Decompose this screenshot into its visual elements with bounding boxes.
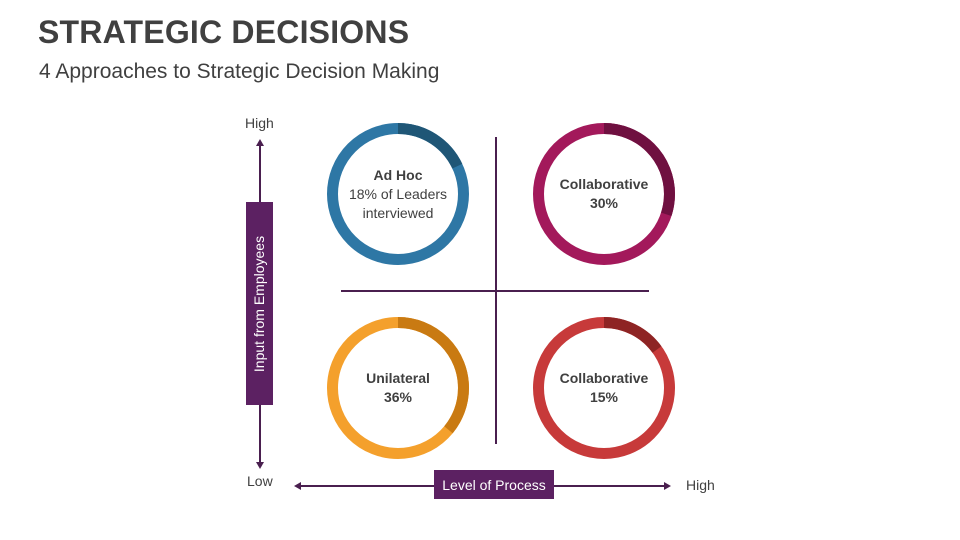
y-axis-line-bottom	[259, 405, 261, 463]
y-axis-label: Input from Employees	[251, 235, 268, 372]
donut-ring-icon	[533, 123, 675, 265]
quadrant-name: Collaborative	[559, 370, 649, 386]
quadrant-value: 36%	[383, 389, 413, 405]
quadrant-unilateral: Unilateral 36%	[326, 316, 470, 460]
x-axis-label-box: Level of Process	[434, 470, 554, 499]
arrow-up-icon	[256, 139, 264, 146]
y-axis-high-label: High	[245, 115, 274, 131]
arrow-right-icon	[664, 482, 671, 490]
quadrant-value: 30%	[589, 195, 619, 211]
y-axis-line-top	[259, 145, 261, 203]
donut-ring-icon	[327, 317, 469, 459]
quadrant-detail: 18% of Leaders	[348, 185, 448, 202]
x-axis-line-right	[554, 485, 664, 487]
quadrant-name: Unilateral	[366, 370, 430, 386]
quadrant-divider-horizontal	[341, 290, 649, 292]
page-title: STRATEGIC DECISIONS	[38, 14, 410, 50]
page-subtitle: 4 Approaches to Strategic Decision Makin…	[39, 60, 440, 83]
donut-ring-icon	[533, 317, 675, 459]
quadrant-detail: interviewed	[362, 204, 434, 221]
x-axis-high-label: High	[686, 477, 715, 493]
donut-ring-icon	[327, 123, 469, 265]
quadrant-ad-hoc: Ad Hoc 18% of Leaders interviewed	[326, 122, 470, 266]
y-axis-low-label: Low	[247, 473, 273, 489]
x-axis-line-left	[300, 485, 434, 487]
x-axis-label: Level of Process	[442, 476, 546, 493]
quadrant-value: 15%	[589, 389, 619, 405]
quadrant-name: Ad Hoc	[373, 166, 423, 183]
quadrant-name: Collaborative	[559, 176, 649, 192]
arrow-down-icon	[256, 462, 264, 469]
quadrant-collaborative-bottom: Collaborative 15%	[532, 316, 676, 460]
y-axis-label-box: Input from Employees	[246, 202, 273, 405]
quadrant-collaborative-top: Collaborative 30%	[532, 122, 676, 266]
arrow-left-icon	[294, 482, 301, 490]
